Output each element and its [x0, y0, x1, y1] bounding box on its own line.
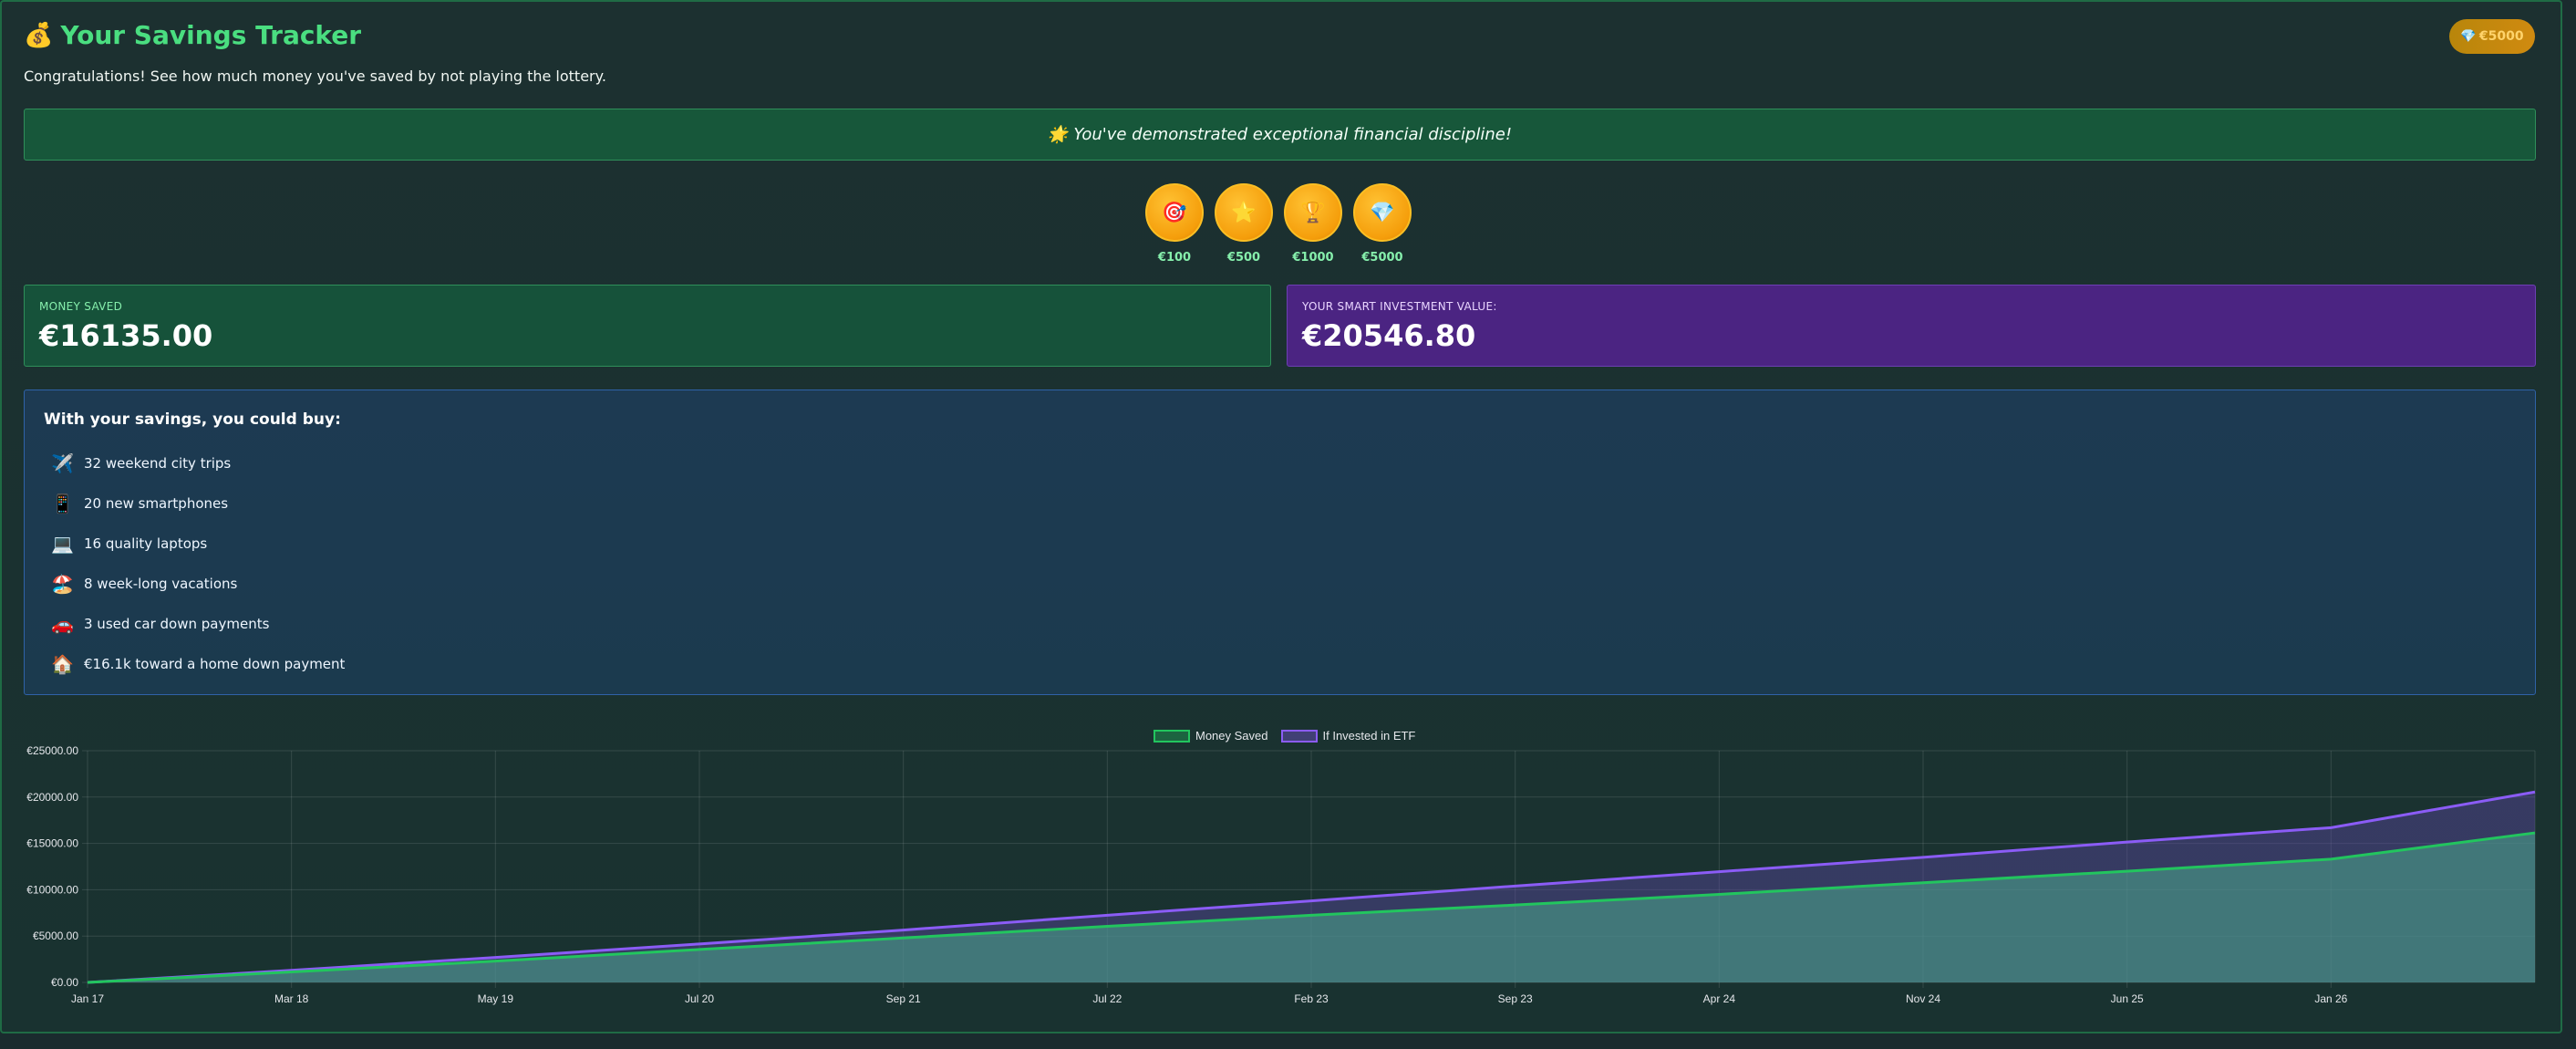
area-fill-money-saved	[88, 833, 2535, 982]
milestone-500[interactable]: ⭐ €500	[1215, 183, 1273, 265]
chart-y-axis: €0.00 €5000.00 €10000.00 €15000.00 €20000.00…	[26, 744, 78, 989]
legend-label: If Invested in ETF	[1322, 729, 1416, 743]
x-tick-label: Jun 25	[2111, 992, 2144, 1005]
savings-chart: €0.00 €5000.00 €10000.00 €15000.00 €20000.00…	[26, 744, 2536, 1005]
milestone-1000[interactable]: 🏆 €1000	[1284, 183, 1342, 265]
list-item-text: 8 week-long vacations	[84, 576, 238, 592]
list-item-text: 20 new smartphones	[84, 495, 229, 512]
y-tick-label: €10000.00	[26, 883, 78, 896]
x-tick-label: Nov 24	[1906, 992, 1940, 1005]
x-tick-label: Sep 21	[886, 992, 921, 1005]
list-item: 📱 20 new smartphones	[44, 483, 2516, 524]
achievement-banner-text: You've demonstrated exceptional financia…	[1073, 125, 1513, 144]
chart-x-axis: Jan 17 Mar 18 May 19 Jul 20 Sep 21 Jul 22 Feb …	[71, 992, 2348, 1005]
x-tick-label: Jul 22	[1092, 992, 1122, 1005]
x-tick-label: May 19	[478, 992, 514, 1005]
car-icon: 🚗	[51, 613, 74, 635]
list-item: 💻 16 quality laptops	[44, 524, 2516, 564]
investment-value: €20546.80	[1302, 318, 1476, 353]
milestone-label: €100	[1157, 251, 1192, 265]
airplane-icon: ✈️	[51, 452, 74, 474]
chart-areas	[87, 790, 2536, 984]
money-saved-card: Money Saved €16135.00	[24, 285, 1271, 367]
investment-value-card: Your Smart Investment Value: €20546.80	[1287, 285, 2536, 367]
legend-swatch-etf	[1280, 729, 1318, 743]
legend-item-etf[interactable]: If Invested in ETF	[1280, 729, 1416, 743]
x-tick-label: Sep 23	[1498, 992, 1533, 1005]
trophy-icon: 🏆	[1284, 183, 1342, 242]
beach-icon: 🏖️	[51, 573, 74, 595]
milestone-100[interactable]: 🎯 €100	[1145, 183, 1204, 265]
y-tick-label: €15000.00	[26, 837, 78, 850]
legend-item-money-saved[interactable]: Money Saved	[1154, 729, 1268, 743]
laptop-icon: 💻	[51, 533, 74, 555]
milestone-label: €1000	[1292, 251, 1334, 265]
milestone-5000[interactable]: 💎 €5000	[1353, 183, 1412, 265]
money-saved-value: €16135.00	[39, 318, 213, 353]
x-tick-label: Jul 20	[685, 992, 714, 1005]
could-buy-panel: With your savings, you could buy: ✈️ 32 w…	[24, 389, 2536, 695]
list-item: 🏖️ 8 week-long vacations	[44, 564, 2516, 604]
legend-swatch-money-saved	[1154, 729, 1190, 743]
milestone-label: €5000	[1361, 251, 1403, 265]
x-tick-label: Mar 18	[274, 992, 309, 1005]
milestone-label: €500	[1226, 251, 1261, 265]
milestone-badge[interactable]: 💎 €5000	[2449, 19, 2535, 54]
smartphone-icon: 📱	[51, 493, 74, 514]
y-tick-label: €20000.00	[26, 791, 78, 804]
x-tick-label: Feb 23	[1294, 992, 1329, 1005]
star-icon: ⭐	[1215, 183, 1273, 242]
list-item: ✈️ 32 weekend city trips	[44, 443, 2516, 483]
x-tick-label: Jan 26	[2314, 992, 2347, 1005]
y-tick-label: €5000.00	[33, 930, 78, 942]
list-item-text: €16.1k toward a home down payment	[84, 656, 346, 672]
x-tick-label: Apr 24	[1703, 992, 1736, 1005]
series-line-etf	[87, 790, 2536, 984]
page-title-text: Your Savings Tracker	[60, 20, 362, 50]
page-title: 💰 Your Savings Tracker	[24, 20, 361, 50]
money-saved-caption: Money Saved	[39, 300, 123, 313]
milestone-list: 🎯 €100 ⭐ €500 🏆 €1000 💎 €5000	[1145, 183, 1412, 265]
list-item-text: 3 used car down payments	[84, 616, 270, 632]
achievement-banner: 🌟 You've demonstrated exceptional financ…	[24, 109, 2536, 161]
target-icon: 🎯	[1145, 183, 1204, 242]
list-item-text: 32 weekend city trips	[84, 455, 232, 472]
x-tick-label: Jan 17	[71, 992, 104, 1005]
legend-label: Money Saved	[1195, 729, 1268, 743]
diamond-icon: 💎	[2460, 29, 2477, 44]
house-icon: 🏠	[51, 653, 74, 675]
sparkle-icon: 🌟	[1047, 125, 1069, 144]
page-subtitle: Congratulations! See how much money you'…	[24, 68, 606, 85]
series-line-money-saved	[87, 831, 2536, 984]
could-buy-list: ✈️ 32 weekend city trips 📱 20 new smartpho…	[44, 443, 2516, 684]
list-item: 🏠 €16.1k toward a home down payment	[44, 644, 2516, 684]
milestone-badge-label: €5000	[2478, 29, 2524, 44]
could-buy-title: With your savings, you could buy:	[44, 410, 341, 429]
list-item-text: 16 quality laptops	[84, 535, 208, 552]
y-tick-label: €25000.00	[26, 744, 78, 757]
chart-legend: Money Saved If Invested in ETF	[1154, 729, 1415, 743]
y-tick-label: €0.00	[51, 976, 78, 989]
investment-value-caption: Your Smart Investment Value:	[1302, 300, 1497, 313]
list-item: 🚗 3 used car down payments	[44, 604, 2516, 644]
money-bag-icon: 💰	[24, 21, 54, 49]
diamond-icon: 💎	[1353, 183, 1412, 242]
